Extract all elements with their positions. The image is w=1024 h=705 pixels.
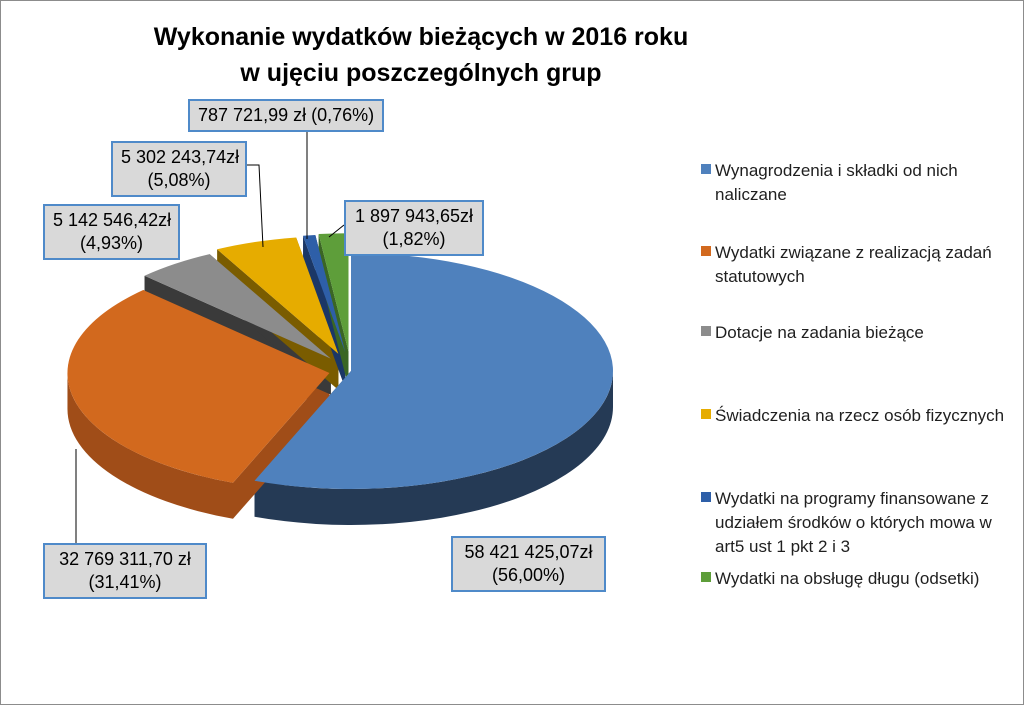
legend-swatch [701,246,711,256]
data-label-value: 5 302 243,74zł [121,147,240,167]
legend-label: Wydatki na obsługę długu (odsetki) [715,569,980,588]
data-label-value: 5 142 546,42zł [53,210,172,230]
data-label: 32 769 311,70 zł (31,41%) [43,543,207,599]
pie-slice [217,237,339,354]
data-label-value: 58 421 425,07zł [464,542,593,562]
pie-slice [303,235,346,353]
legend-label: Dotacje na zadania bieżące [715,323,924,342]
data-label: 5 302 243,74zł (5,08%) [111,141,247,197]
pie-slice [144,254,331,359]
legend-swatch [701,572,711,582]
legend-swatch [701,164,711,174]
legend-label: Świadczenia na rzecz osób fizycznych [715,406,1005,425]
chart-title: Wykonanie wydatków bieżących w 2016 roku… [153,23,689,87]
pie-slice-side [254,371,614,525]
data-label: 787 721,99 zł (0,76%) [188,99,384,132]
data-label: 5 142 546,42zł (4,93%) [43,204,180,260]
legend-swatch [701,492,711,502]
pie-slice-side [232,373,330,519]
pie-slice [254,253,613,489]
data-label-percent: (56,00%) [491,565,566,585]
legend-swatch [701,409,711,419]
data-label-percent: (31,41%) [88,572,162,592]
data-label-value: 787 721,99 zł (0,76%) [198,105,375,125]
leader-line [247,164,264,248]
legend-swatch [701,326,711,336]
data-label: 58 421 425,07zł (56,00%) [451,536,606,592]
data-label-value: 32 769 311,70 zł [59,549,191,569]
leader-line [328,224,345,238]
legend-label: Wydatki związane z realizacją zadań stat… [715,243,992,286]
pie-slice [318,233,349,352]
data-label-percent: (5,08%) [147,170,211,190]
data-label-percent: (1,82%) [382,229,446,249]
pie-slice [67,290,330,483]
legend-label: Wynagrodzenia i składki od nich naliczan… [715,161,958,204]
pie-slice-side [67,373,233,519]
legend-label: Wydatki na programy finansowane z udział… [715,489,992,556]
data-label-percent: (4,93%) [79,233,144,253]
data-label-value: 1 897 943,65zł [354,206,474,226]
data-label: 1 897 943,65zł (1,82%) [344,200,484,256]
